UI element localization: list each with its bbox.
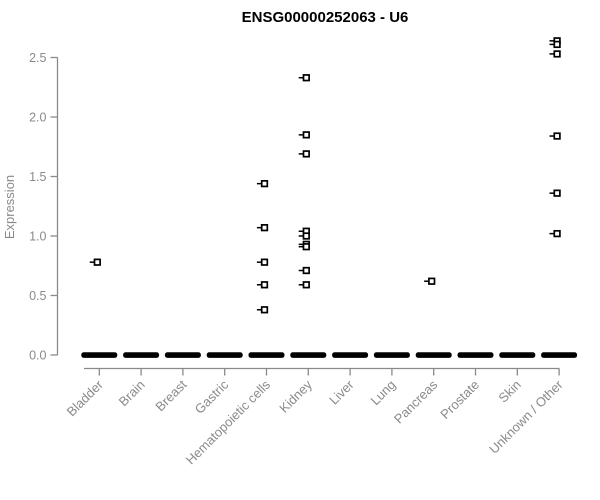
zero-expression-cluster: [164, 352, 201, 358]
point-square: [260, 306, 269, 314]
point-square: [260, 224, 269, 232]
point-square: [302, 266, 310, 275]
data-point: [298, 281, 310, 289]
zero-expression-cluster: [499, 352, 536, 358]
data-point: [256, 224, 269, 232]
zero-expression-cluster: [415, 352, 452, 358]
y-tick-label: 2.5: [29, 51, 46, 65]
data-point: [256, 281, 269, 289]
point-square: [260, 258, 269, 266]
point-square: [302, 232, 310, 240]
x-category-label: Kidney: [276, 377, 315, 416]
data-point: [549, 132, 561, 140]
y-tick-label: 1.0: [29, 229, 46, 243]
x-category-label: Brain: [116, 377, 148, 409]
y-tick-label: 2.0: [29, 110, 46, 124]
data-point: [549, 189, 561, 197]
data-point: [256, 179, 269, 188]
data-point: [549, 50, 561, 58]
point-square: [260, 179, 269, 188]
x-category-label: Skin: [495, 377, 523, 405]
data-point: [298, 243, 310, 251]
point-square: [302, 243, 310, 251]
y-tick-label: 0.5: [29, 289, 46, 303]
y-tick-label: 0.0: [29, 348, 46, 362]
x-category-label: Prostate: [437, 377, 482, 422]
data-point: [549, 40, 561, 49]
data-point: [298, 232, 310, 240]
zero-expression-cluster: [206, 352, 243, 358]
zero-expression-cluster: [457, 352, 494, 358]
x-category-label: Gastric: [192, 377, 232, 417]
data-point: [298, 131, 310, 139]
point-square: [553, 132, 561, 140]
data-point: [298, 150, 310, 158]
point-square: [302, 131, 310, 139]
x-category-label: Breast: [152, 377, 189, 414]
data-point: [89, 258, 101, 266]
point-square: [93, 258, 101, 266]
point-square: [553, 229, 561, 238]
y-tick-label: 1.5: [29, 170, 46, 184]
data-point: [298, 266, 310, 275]
data-point: [298, 74, 310, 82]
zero-expression-cluster: [290, 352, 327, 358]
x-category-label: Pancreas: [391, 377, 441, 427]
point-square: [302, 74, 310, 82]
point-square: [553, 50, 561, 58]
chart-title: ENSG00000252063 - U6: [242, 9, 409, 26]
y-axis-label: Expression: [2, 175, 17, 239]
point-square: [553, 40, 561, 49]
data-point: [424, 277, 436, 285]
zero-expression-cluster: [248, 352, 285, 358]
point-square: [553, 189, 561, 197]
data-point: [256, 306, 269, 314]
x-category-label: Unknown / Other: [486, 377, 566, 457]
x-category-label: Lung: [367, 377, 398, 408]
point-square: [302, 150, 310, 158]
point-square: [260, 281, 269, 289]
point-square: [428, 277, 436, 285]
point-square: [302, 281, 310, 289]
zero-expression-cluster: [123, 352, 160, 358]
zero-expression-cluster: [541, 352, 578, 358]
zero-expression-cluster: [81, 352, 118, 358]
plot-layer: 0.0 0.5 1.0 1.5 2.0 2.5 Bladder Brain Breast Gast…: [29, 37, 578, 467]
x-category-label: Liver: [326, 377, 357, 408]
zero-expression-cluster: [373, 352, 410, 358]
data-point: [549, 229, 561, 238]
data-point: [256, 258, 269, 266]
x-category-label: Bladder: [64, 377, 107, 420]
zero-expression-cluster: [332, 352, 369, 358]
